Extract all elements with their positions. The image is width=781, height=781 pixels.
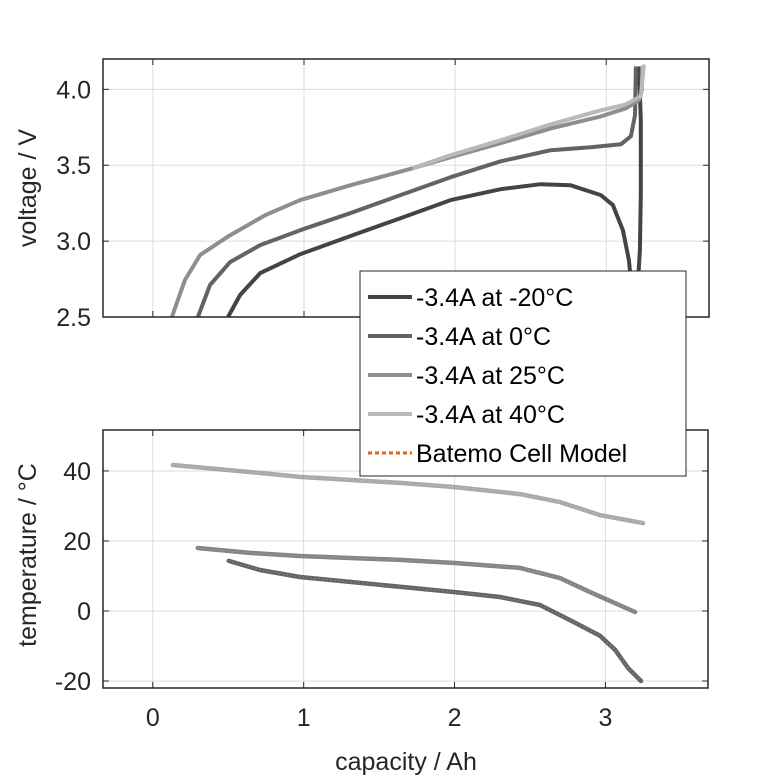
voltage-axis-label: voltage / V [14,129,42,247]
y-tick-label: 0 [77,598,91,626]
y-tick-label: 4.0 [56,76,91,104]
temperature-line--34aat40c [170,462,646,526]
x-tick-label: 0 [146,704,160,732]
legend-entry: -3.4A at 40°C [368,401,565,429]
legend-label: -3.4A at 0°C [416,323,551,351]
capacity-axis-label: capacity / Ah [335,748,477,776]
legend-label: -3.4A at -20°C [416,284,573,312]
temperature-line--34aat-20c-marker-texture [228,560,642,682]
voltage-line--34aat0c [196,66,638,317]
temperature-line--34aat0c [195,545,638,615]
x-tick-label: 3 [598,704,612,732]
x-tick-label: 1 [297,704,311,732]
legend-box [359,270,687,477]
y-tick-label: 20 [63,528,91,556]
legend-label: -3.4A at 25°C [416,362,565,390]
voltage-series [170,64,646,317]
voltage-line--34aat-20c [226,66,643,317]
temperature-line--34aat-20c [226,558,644,684]
temperature-axis-label: temperature / °C [14,463,42,647]
y-tick-label: -20 [55,668,91,696]
legend: -3.4A at -20°C -3.4A at 0°C -3.4A at 25°C -… [359,270,687,477]
y-tick-label: 3.0 [56,228,91,256]
temperature-panel: 0 1 2 3 -20 0 20 40 temperature / °C capacity /… [14,429,709,776]
temperature-line--34aat0c-marker-texture [197,547,636,613]
legend-entry: Batemo Cell Model [368,440,627,468]
y-tick-label: 3.5 [56,152,91,180]
voltage-panel: 2.5 3.0 3.5 4.0 voltage / V [14,58,710,332]
temperature-series [170,462,646,684]
legend-entry: -3.4A at 25°C [368,362,565,390]
voltage-line--34aat40c [411,64,646,171]
legend-label: Batemo Cell Model [416,440,627,468]
legend-label: -3.4A at 40°C [416,401,565,429]
y-tick-label: 40 [63,458,91,486]
y-tick-label: 2.5 [56,304,91,332]
legend-entry: -3.4A at -20°C [368,284,573,312]
voltage-ticks: 2.5 3.0 3.5 4.0 [56,59,709,332]
x-tick-label: 2 [448,704,462,732]
temperature-ticks: 0 1 2 3 -20 0 20 40 [55,430,708,732]
legend-entry: -3.4A at 0°C [368,323,551,351]
